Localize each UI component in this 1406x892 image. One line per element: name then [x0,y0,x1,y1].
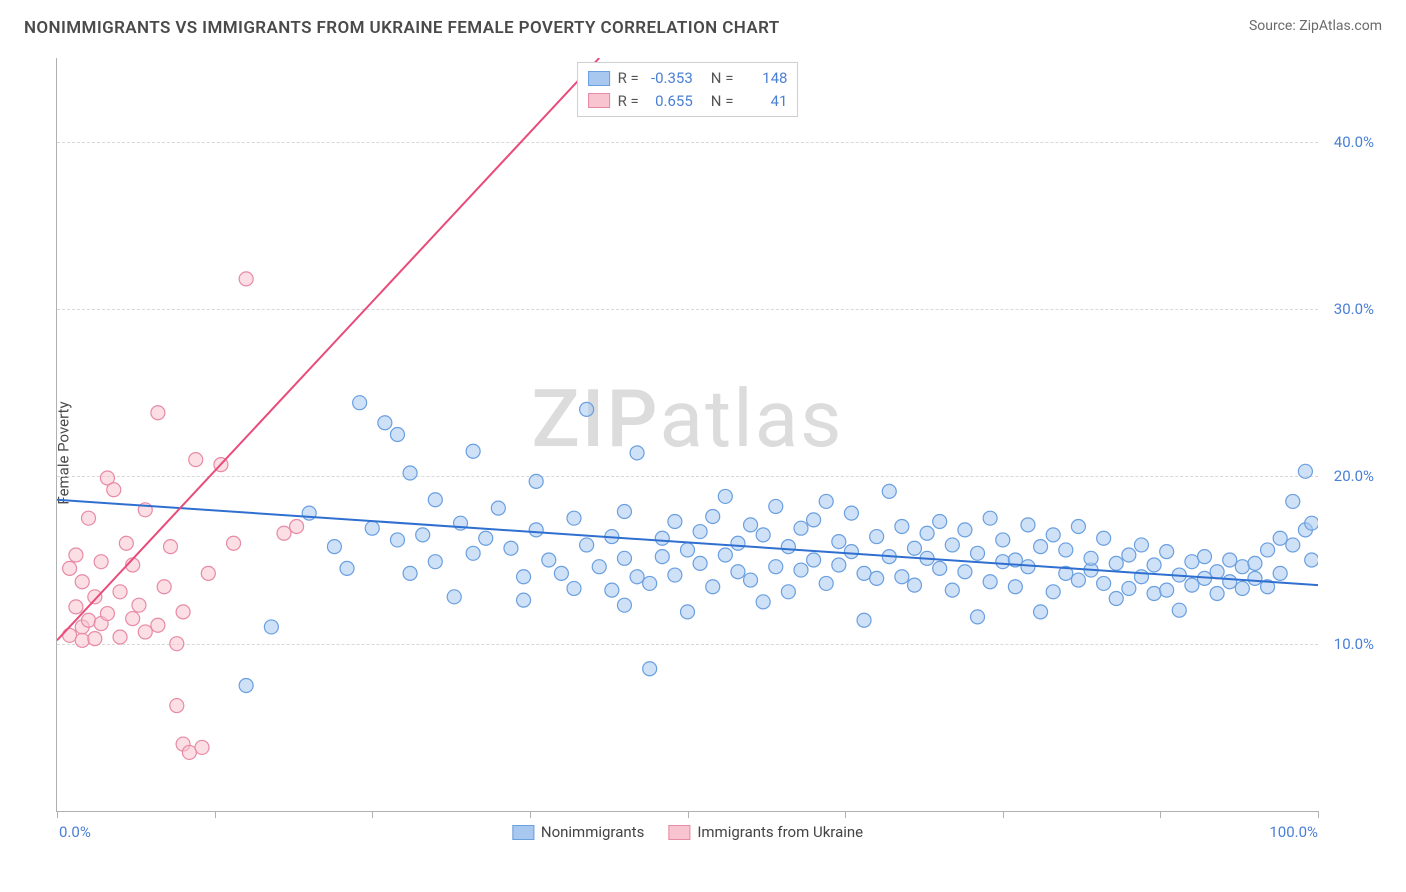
trend-lines [57,58,1318,811]
y-tick-label: 20.0% [1334,467,1374,485]
x-tick [1003,811,1004,818]
plot-region: ZIPatlas R =-0.353N =148R =0.655N =41 No… [56,58,1318,812]
x-tick [845,811,846,818]
legend-n-label: N = [711,67,734,90]
legend-r-label: R = [618,90,639,113]
legend-swatch [668,825,690,840]
legend-row: R = 0.655 N = 41 [588,90,788,113]
y-tick-label: 30.0% [1334,300,1374,318]
legend-swatch [588,93,610,108]
trend-line [57,500,1318,585]
series-legend: Nonimmigrants Immigrants from Ukraine [512,823,863,841]
x-tick-label: 0.0% [59,823,91,841]
legend-n-value: 41 [741,90,787,113]
x-tick [1318,811,1319,818]
y-tick-label: 10.0% [1334,635,1374,653]
x-tick [688,811,689,818]
correlation-legend: R = -0.353 N = 148 R = 0.655 N = 41 [577,62,799,117]
trend-line [57,58,599,640]
legend-item: Nonimmigrants [512,823,644,841]
legend-n-value: 148 [741,67,787,90]
legend-item: Immigrants from Ukraine [668,823,863,841]
x-tick [372,811,373,818]
legend-r-label: R = [618,67,639,90]
y-tick-label: 40.0% [1334,133,1374,151]
x-tick [530,811,531,818]
x-tick [1160,811,1161,818]
legend-r-value: 0.655 [647,90,693,113]
legend-swatch [588,71,610,86]
legend-series-name: Immigrants from Ukraine [697,823,863,841]
legend-swatch [512,825,534,840]
x-tick [215,811,216,818]
chart-area: Female Poverty ZIPatlas R =-0.353N =148R… [48,58,1378,848]
chart-title: NONIMMIGRANTS VS IMMIGRANTS FROM UKRAINE… [24,18,780,38]
legend-n-label: N = [711,90,734,113]
source-label: Source: ZipAtlas.com [1249,18,1382,34]
legend-row: R = -0.353 N = 148 [588,67,788,90]
legend-series-name: Nonimmigrants [541,823,644,841]
x-tick-label: 100.0% [1269,823,1318,841]
legend-r-value: -0.353 [647,67,693,90]
x-tick [57,811,58,818]
